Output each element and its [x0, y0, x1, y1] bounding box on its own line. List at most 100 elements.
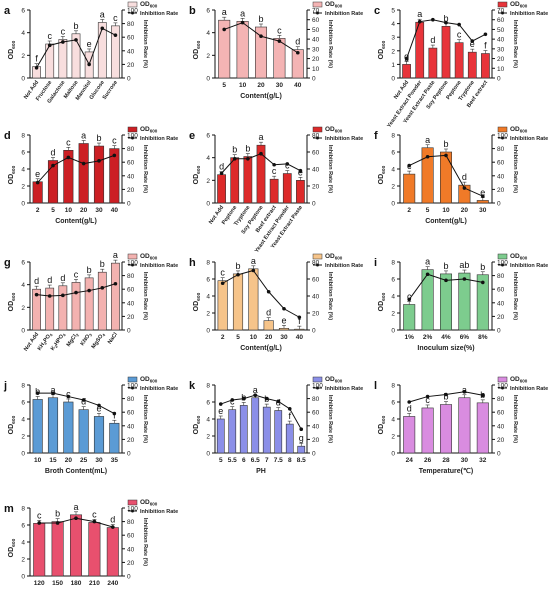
significance-letter: e: [470, 39, 475, 49]
significance-letter: e: [281, 315, 286, 325]
y-tick-label: 4: [21, 540, 25, 547]
r-tick-label: 40: [127, 173, 135, 180]
y-tick-label: 0: [21, 574, 25, 581]
bar: [458, 397, 471, 454]
rate-point: [100, 26, 105, 31]
legend-label-od: OD600: [325, 376, 343, 384]
significance-letter: d: [295, 37, 300, 47]
r-tick-label: 20: [312, 56, 320, 63]
panel-letter: e: [189, 130, 195, 142]
bar: [454, 42, 464, 79]
legend-label-od: OD600: [140, 126, 158, 134]
r-tick-label: 40: [312, 294, 320, 301]
r-tick-label: 20: [312, 437, 320, 444]
od-axis-title-main: OD: [8, 49, 15, 60]
bar: [282, 173, 292, 204]
r-tick-label: 20: [127, 314, 135, 321]
x-axis-title: Content(g/L): [240, 345, 282, 352]
significance-letter: b: [443, 261, 448, 271]
bar: [109, 422, 120, 454]
bar: [296, 180, 305, 204]
legend-label-od-main: OD: [510, 253, 520, 260]
panel-letter: b: [189, 5, 196, 17]
legend-label-od: OD600: [140, 499, 158, 507]
r-tick-label: 60: [497, 410, 505, 417]
r-tick-label: 80: [497, 146, 505, 153]
significance-letter: b: [443, 13, 448, 23]
rate-point: [246, 157, 250, 161]
significance-letter: f: [484, 41, 487, 51]
od-axis-title: OD600: [193, 292, 202, 311]
significance-letter: g: [299, 433, 304, 443]
r-tick-label: 80: [127, 21, 135, 28]
x-tick-label: 7.5: [274, 457, 283, 464]
rate-point: [444, 20, 448, 25]
r-tick-label: 40: [497, 300, 505, 307]
bar: [217, 280, 228, 331]
rate-point: [277, 39, 282, 43]
rate-point: [297, 315, 302, 320]
panel-letter: h: [189, 257, 196, 269]
rate-point: [296, 50, 300, 55]
x-tick-label: MgSO4: [91, 331, 107, 350]
x-tick-label: 10: [34, 457, 42, 464]
rate-point: [285, 162, 290, 166]
significance-letter: a: [425, 257, 430, 267]
bar: [111, 262, 120, 331]
x-tick-label: NaCl: [107, 331, 119, 345]
bar: [263, 320, 274, 331]
x-tick-label: 30: [461, 457, 469, 464]
r-tick-label: 40: [312, 37, 320, 44]
od-axis-title-sub: 600: [196, 40, 202, 48]
bar: [228, 409, 237, 454]
bar: [467, 51, 477, 79]
rate-point: [218, 402, 223, 406]
y-tick-label: 2: [391, 311, 395, 318]
rate-axis-title: Inhibition Rate (%): [327, 20, 333, 68]
bar: [58, 39, 68, 79]
x-axis-title: PH: [256, 468, 266, 475]
r-tick-label: 0: [497, 201, 501, 208]
legend-label-od-main: OD: [325, 1, 335, 8]
legend-label-rate: Inhibition Rate: [325, 386, 363, 392]
od-axis-title-main: OD: [8, 174, 15, 185]
rate-point: [481, 393, 485, 398]
y-tick-label: 8: [21, 383, 25, 390]
legend-marker-rate: [501, 386, 504, 390]
od-axis-title-sub: 600: [381, 292, 387, 300]
r-tick-label: 0: [127, 201, 131, 208]
y-tick-label: 6: [391, 400, 395, 407]
bar: [248, 268, 259, 331]
r-tick-label: 80: [312, 260, 320, 267]
bar: [285, 423, 294, 454]
rate-axis-title: Inhibition Rate (%): [327, 272, 333, 320]
y-tick-label: 0: [206, 201, 210, 208]
bar: [32, 181, 43, 204]
rate-point: [47, 294, 52, 298]
rate-point: [264, 396, 269, 401]
y-tick-label: 6: [206, 277, 210, 284]
bar: [93, 416, 105, 454]
y-tick-label: 8: [21, 133, 25, 140]
y-tick-label: 6: [21, 8, 25, 15]
bar: [273, 38, 286, 79]
rate-axis-title: Inhibition Rate (%): [512, 20, 518, 68]
od-axis-title-main: OD: [193, 174, 200, 185]
legend-swatch-od: [127, 499, 138, 506]
bar: [439, 151, 453, 204]
significance-letter: b: [100, 259, 105, 269]
rate-axis-title: Inhibition Rate (%): [327, 395, 333, 443]
x-tick-label: 6.5: [251, 457, 260, 464]
r-tick-label: 20: [497, 314, 505, 321]
bar: [230, 157, 240, 204]
significance-letter: a: [462, 385, 467, 395]
od-axis-title: OD600: [378, 40, 387, 59]
y-tick-label: 0: [391, 451, 395, 458]
y-tick-label: 0: [21, 76, 25, 83]
bar: [236, 21, 249, 79]
rate-point: [462, 277, 467, 281]
r-tick-label: 60: [312, 410, 320, 417]
r-tick-label: 80: [127, 273, 135, 280]
significance-letter: f: [288, 411, 291, 421]
